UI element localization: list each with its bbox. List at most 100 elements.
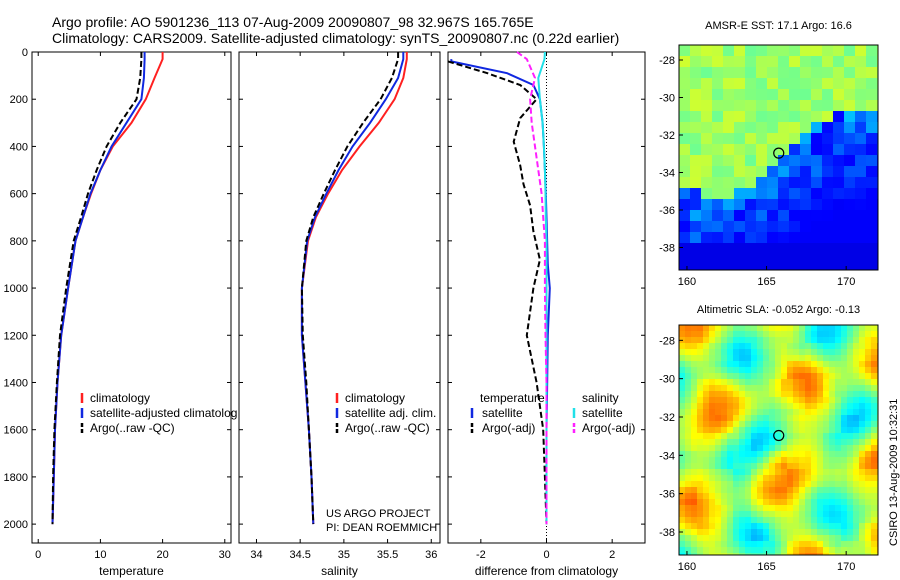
map-cell bbox=[775, 421, 782, 428]
map-cell bbox=[756, 155, 768, 167]
map-cell bbox=[775, 361, 782, 368]
map-cell bbox=[697, 517, 704, 524]
map-cell bbox=[787, 475, 794, 482]
legend-label: temperature bbox=[480, 391, 545, 405]
map-cell bbox=[778, 199, 790, 211]
sst-map-panel: 160 165 170-28-30-32-34-36-38 bbox=[659, 44, 879, 288]
map-cell bbox=[685, 373, 692, 380]
map-cell bbox=[829, 367, 836, 374]
map-cell bbox=[745, 505, 752, 512]
map-cell bbox=[781, 427, 788, 434]
map-cell bbox=[859, 523, 866, 530]
map-cell bbox=[712, 45, 724, 57]
map-cell bbox=[701, 133, 713, 145]
map-cell bbox=[757, 355, 764, 362]
map-cell bbox=[712, 166, 724, 178]
map-cell bbox=[778, 166, 790, 178]
map-cell bbox=[775, 541, 782, 548]
map-cell bbox=[734, 122, 746, 134]
map-cell bbox=[778, 78, 790, 90]
map-cell bbox=[811, 511, 818, 518]
map-cell bbox=[778, 133, 790, 145]
map-cell bbox=[859, 349, 866, 356]
map-cell bbox=[853, 505, 860, 512]
map-cell bbox=[847, 379, 854, 386]
map-cell bbox=[817, 547, 824, 554]
map-cell bbox=[756, 67, 768, 79]
map-cell bbox=[679, 493, 686, 500]
map-cell bbox=[712, 199, 724, 211]
map-cell bbox=[865, 403, 872, 410]
map-cell bbox=[691, 487, 698, 494]
map-cell bbox=[865, 541, 872, 548]
map-cell bbox=[853, 349, 860, 356]
map-cell bbox=[844, 133, 856, 145]
map-cell bbox=[775, 403, 782, 410]
map-cell bbox=[799, 493, 806, 500]
map-cell bbox=[793, 373, 800, 380]
map-cell bbox=[751, 391, 758, 398]
map-cell bbox=[805, 511, 812, 518]
map-cell bbox=[763, 409, 770, 416]
map-cell bbox=[800, 45, 812, 57]
map-cell bbox=[703, 457, 710, 464]
map-cell bbox=[855, 45, 867, 57]
map-cell bbox=[865, 415, 872, 422]
map-cell bbox=[871, 361, 878, 368]
map-cell bbox=[715, 529, 722, 536]
map-cell bbox=[811, 391, 818, 398]
map-cell bbox=[787, 493, 794, 500]
map-cell bbox=[690, 166, 702, 178]
map-cell bbox=[775, 433, 782, 440]
map-cell bbox=[723, 100, 735, 112]
map-cell bbox=[697, 451, 704, 458]
map-cell bbox=[715, 403, 722, 410]
map-cell bbox=[853, 403, 860, 410]
map-cell bbox=[778, 232, 790, 244]
map-cell bbox=[679, 122, 691, 134]
map-cell bbox=[751, 553, 758, 556]
map-cell bbox=[805, 547, 812, 554]
map-cell bbox=[835, 409, 842, 416]
map-cell bbox=[811, 254, 823, 266]
map-cell bbox=[727, 337, 734, 344]
map-cell bbox=[787, 355, 794, 362]
map-cell bbox=[787, 487, 794, 494]
map-cell bbox=[739, 529, 746, 536]
map-cell bbox=[853, 367, 860, 374]
map-cell bbox=[739, 469, 746, 476]
map-cell bbox=[679, 67, 691, 79]
y-tick-label: 400 bbox=[10, 141, 28, 153]
map-cell bbox=[769, 403, 776, 410]
y-tick-label: 1200 bbox=[4, 330, 28, 342]
map-cell bbox=[859, 367, 866, 374]
map-cell bbox=[853, 421, 860, 428]
map-cell bbox=[778, 177, 790, 189]
map-cell bbox=[769, 355, 776, 362]
map-cell bbox=[757, 499, 764, 506]
map-cell bbox=[799, 529, 806, 536]
map-cell bbox=[715, 541, 722, 548]
map-cell bbox=[715, 385, 722, 392]
map-cell bbox=[757, 433, 764, 440]
map-cell bbox=[767, 45, 779, 57]
map-cell bbox=[697, 505, 704, 512]
map-cell bbox=[853, 469, 860, 476]
map-cell bbox=[703, 349, 710, 356]
map-cell bbox=[679, 133, 691, 145]
map-cell bbox=[866, 243, 878, 255]
map-cell bbox=[739, 463, 746, 470]
map-cell bbox=[709, 427, 716, 434]
map-cell bbox=[727, 439, 734, 446]
map-cell bbox=[701, 45, 713, 57]
map-cell bbox=[789, 232, 801, 244]
map-cell bbox=[855, 100, 867, 112]
map-cell bbox=[685, 535, 692, 542]
map-cell bbox=[751, 541, 758, 548]
map-cell bbox=[855, 133, 867, 145]
map-cell bbox=[727, 409, 734, 416]
map-cell bbox=[787, 421, 794, 428]
map-cell bbox=[751, 529, 758, 536]
map-cell bbox=[775, 463, 782, 470]
map-cell bbox=[690, 100, 702, 112]
